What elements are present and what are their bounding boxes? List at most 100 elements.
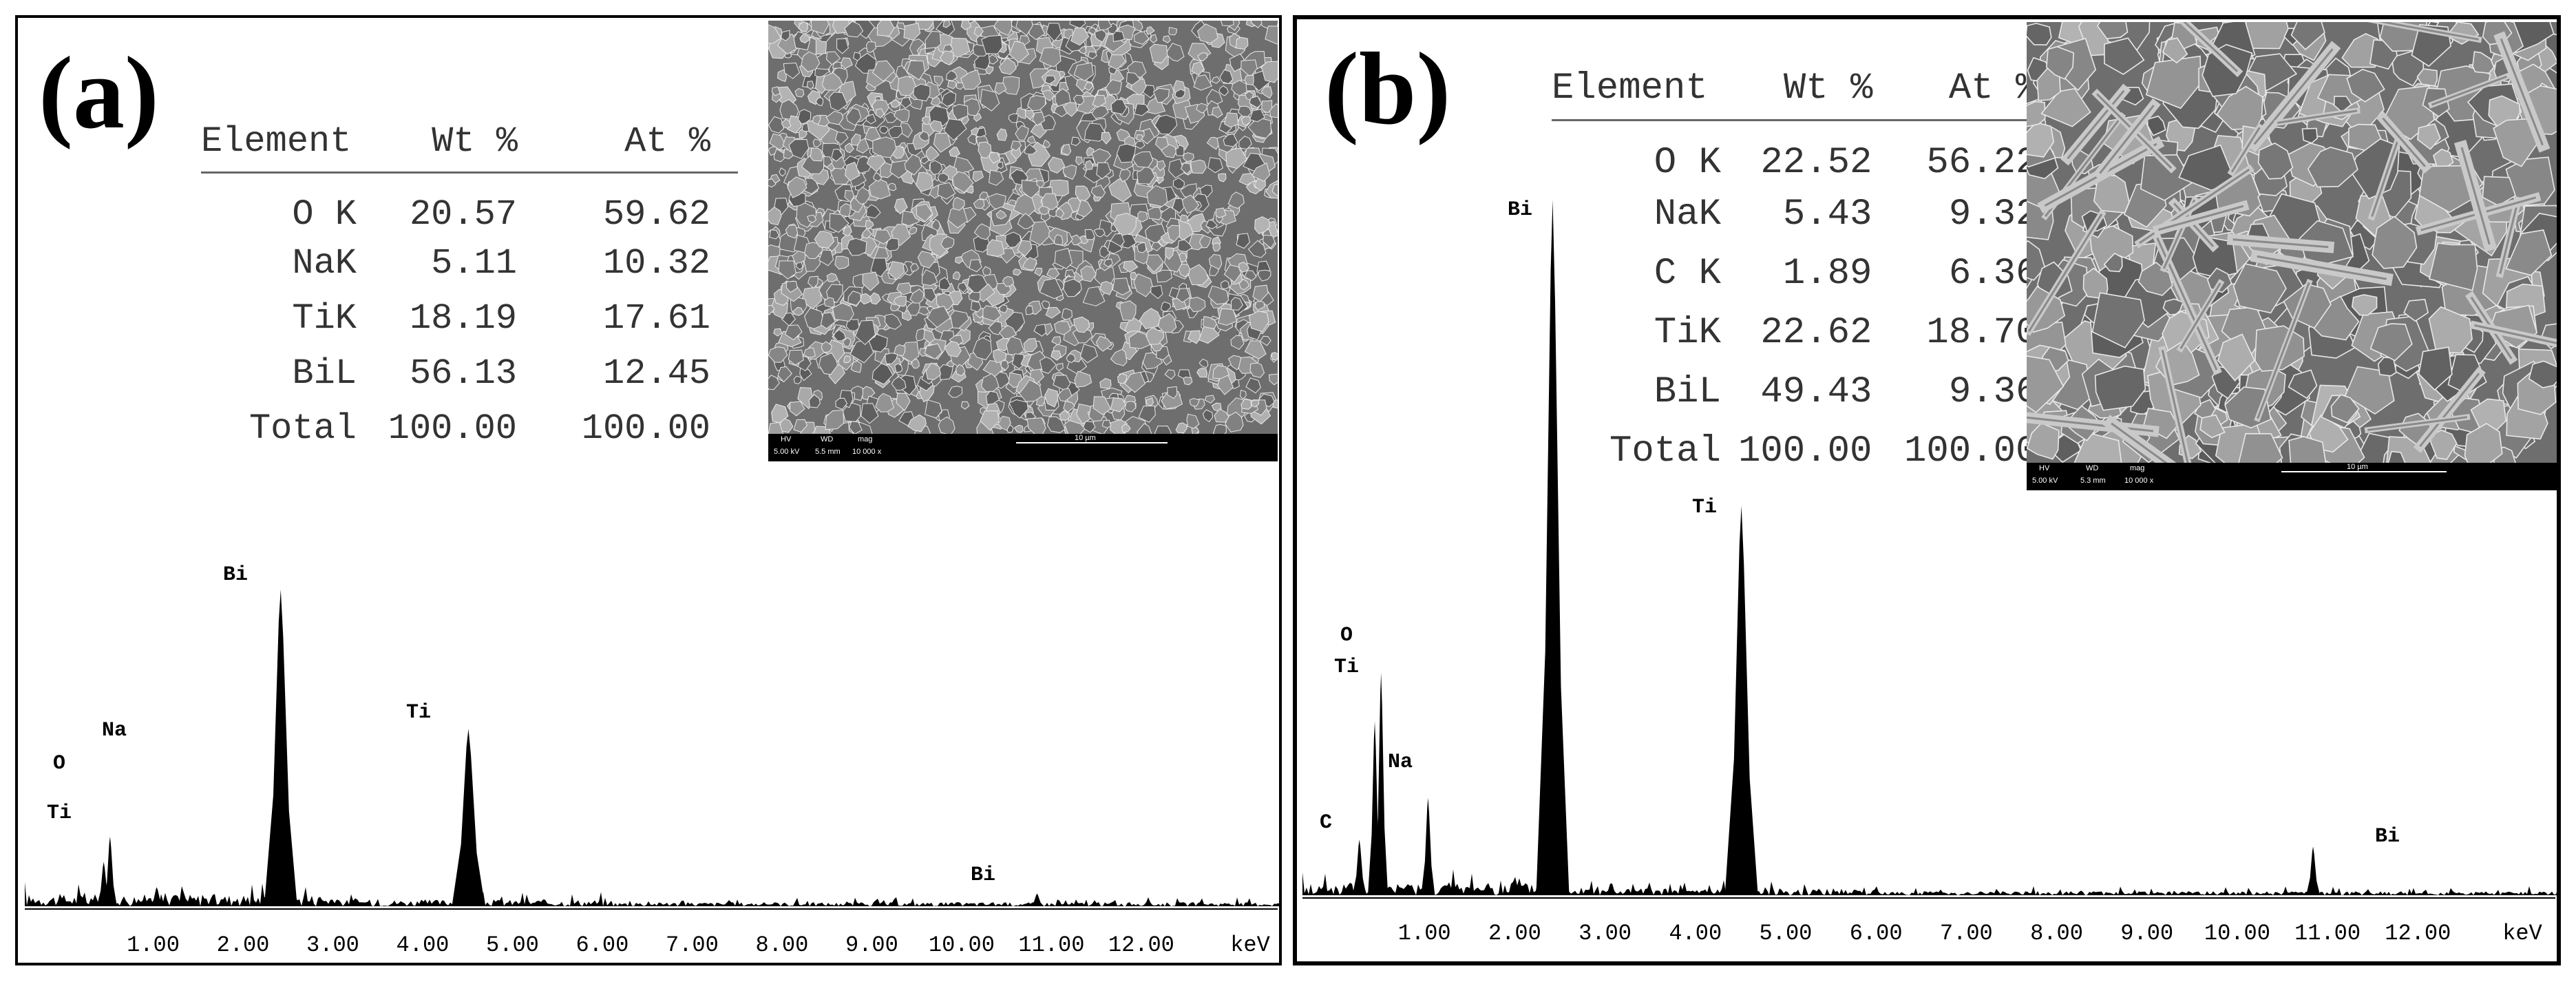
eds-spectrum-b: C O Ti Na Bi Ti Bi 1.00 2.00 3.00 4.00 5.00 6.00 7.00… — [1302, 198, 2557, 946]
sem-scale-bar — [2281, 464, 2447, 472]
sem-info-bar-b: HV 5.00 kV WD 5.3 mm mag 10 000 x 10 µm — [2027, 463, 2557, 490]
table-cell-element: O K — [1654, 142, 1721, 184]
composition-table-a: Element Wt % At % O K 20.57 59.62 NaK 5.11 10… — [201, 121, 738, 456]
peak-label-c: C — [1320, 811, 1332, 835]
sem-hv-label: HV — [2039, 464, 2050, 472]
table-row: BiL 56.13 12.45 — [201, 346, 738, 401]
peak-label-o: O — [1340, 624, 1353, 647]
x-tick-label: 7.00 — [666, 932, 719, 958]
table-cell-wt: 18.19 — [409, 297, 517, 339]
table-row: NaK 5.11 10.32 — [201, 236, 738, 291]
peak-ti — [96, 861, 111, 906]
table-cell-wt: 20.57 — [409, 194, 517, 235]
table-cell-element: NaK — [292, 242, 357, 284]
x-tick-label: 1.00 — [127, 932, 180, 958]
table-cell-at: 9.36 — [1948, 370, 2038, 413]
x-tick-label: 9.00 — [845, 932, 898, 958]
x-tick-label: 2.00 — [1488, 921, 1541, 946]
table-cell-wt: 5.11 — [431, 242, 517, 284]
x-tick-label: 1.00 — [1398, 921, 1451, 946]
table-cell-at: 6.36 — [1948, 252, 2038, 295]
sem-wd-value: 5.3 mm — [2080, 477, 2106, 485]
table-cell-element: BiL — [1654, 370, 1721, 413]
table-cell-element: C K — [1654, 252, 1721, 295]
x-tick-label: 7.00 — [1940, 921, 1993, 946]
table-cell-at: 56.22 — [1926, 142, 2038, 184]
table-cell-at: 9.32 — [1948, 193, 2038, 236]
peak-na — [1421, 797, 1435, 895]
peak-bi — [1030, 893, 1044, 906]
table-cell-element: TiK — [292, 297, 357, 339]
x-tick-label: 4.00 — [397, 932, 450, 958]
peak-label-bi: Bi — [971, 864, 995, 887]
peak-ti — [1368, 721, 1382, 895]
panel-a: (a) Element Wt % At % O K 20.57 59.62 NaK 5.… — [15, 15, 1282, 965]
table-cell-at: 17.61 — [602, 297, 710, 339]
peak-bi — [264, 589, 297, 906]
peak-label-bi: Bi — [223, 563, 248, 587]
peak-na — [149, 887, 164, 906]
table-cell-wt: 1.89 — [1782, 252, 1872, 295]
sem-info-bar-a: HV 5.00 kV WD 5.5 mm mag 10 000 x 10 µm — [768, 434, 1278, 461]
sem-grain-image-a — [768, 21, 1278, 434]
sem-mag-value: 10 000 x — [2124, 477, 2154, 485]
table-cell-wt: 22.62 — [1760, 311, 1872, 354]
spectrum-noise — [1302, 869, 2557, 895]
sem-mag-value: 10 000 x — [852, 448, 882, 456]
spectrum-noise — [25, 881, 1279, 906]
peak-label-na: Na — [102, 719, 127, 742]
table-header-wt: Wt % — [373, 121, 518, 174]
peak-bi — [1536, 200, 1570, 895]
table-cell-at: 18.70 — [1926, 311, 2038, 354]
peak-label-bi: Bi — [2375, 825, 2400, 848]
x-tick-label: 8.00 — [2030, 921, 2083, 946]
table-cell-element: O K — [292, 194, 357, 235]
peak-label-na: Na — [1388, 751, 1413, 774]
table-header-element: Element — [201, 121, 373, 174]
x-tick-label: 4.00 — [1669, 921, 1722, 946]
sem-micrograph-b: HV 5.00 kV WD 5.3 mm mag 10 000 x 10 µm — [2027, 22, 2557, 490]
peak-ti — [452, 729, 485, 906]
x-axis-unit: keV — [2502, 921, 2542, 946]
table-cell-at: 100.00 — [1904, 430, 2038, 472]
sem-hv-label: HV — [781, 435, 792, 443]
table-row: O K 22.52 56.22 — [1552, 121, 2065, 185]
sem-scale-label: 10 µm — [1075, 434, 1096, 442]
x-tick-label: 5.00 — [486, 932, 539, 958]
x-tick-label: 11.00 — [2294, 921, 2361, 946]
sem-wd-label: WD — [821, 435, 834, 443]
x-axis-unit: keV — [1230, 932, 1270, 958]
sem-scale-label: 10 µm — [2347, 463, 2368, 471]
peak-bi — [2306, 846, 2321, 895]
table-cell-wt: 5.43 — [1782, 193, 1872, 236]
x-tick-label: 12.00 — [2385, 921, 2451, 946]
x-tick-label: 10.00 — [2204, 921, 2270, 946]
table-row: TiK 22.62 18.70 — [1552, 303, 2065, 362]
x-tick-label: 3.00 — [306, 932, 359, 958]
sem-scale-bar — [1016, 435, 1168, 443]
x-tick-label: 8.00 — [756, 932, 809, 958]
table-row: NaK 5.43 9.32 — [1552, 185, 2065, 244]
x-tick-label: 6.00 — [576, 932, 629, 958]
peak-ti — [1724, 505, 1758, 895]
table-row: Total 100.00 100.00 — [201, 401, 738, 456]
table-cell-wt: 22.52 — [1760, 142, 1872, 184]
table-cell-wt: 49.43 — [1760, 370, 1872, 413]
x-tick-label: 6.00 — [1850, 921, 1903, 946]
composition-table-b: Element Wt % At % O K 22.52 56.22 NaK 5.43 9.… — [1552, 67, 2066, 481]
sem-hv-value: 5.00 kV — [2032, 477, 2058, 485]
table-row: O K 20.57 59.62 — [201, 173, 738, 236]
peak-label-ti: Ti — [1334, 656, 1359, 679]
sem-micrograph-a: HV 5.00 kV WD 5.5 mm mag 10 000 x 10 µm — [768, 21, 1278, 461]
eds-spectrum-a: O Ti Na Bi Ti Bi 1.00 2.00 3.00 4.00 5.00 6.00 7.00 8… — [25, 563, 1279, 958]
peak-label-ti: Ti — [1692, 496, 1717, 519]
peak-label-bi: Bi — [1508, 198, 1532, 222]
x-tick-label: 12.00 — [1108, 932, 1174, 958]
peak-c — [1352, 839, 1366, 895]
peak-label-ti: Ti — [406, 701, 431, 724]
table-cell-wt: 56.13 — [409, 353, 517, 394]
sem-grain-image-b — [2027, 22, 2557, 463]
table-row: TiK 18.19 17.61 — [201, 291, 738, 346]
table-cell-at: 59.62 — [602, 194, 710, 235]
table-cell-at: 10.32 — [602, 242, 710, 284]
